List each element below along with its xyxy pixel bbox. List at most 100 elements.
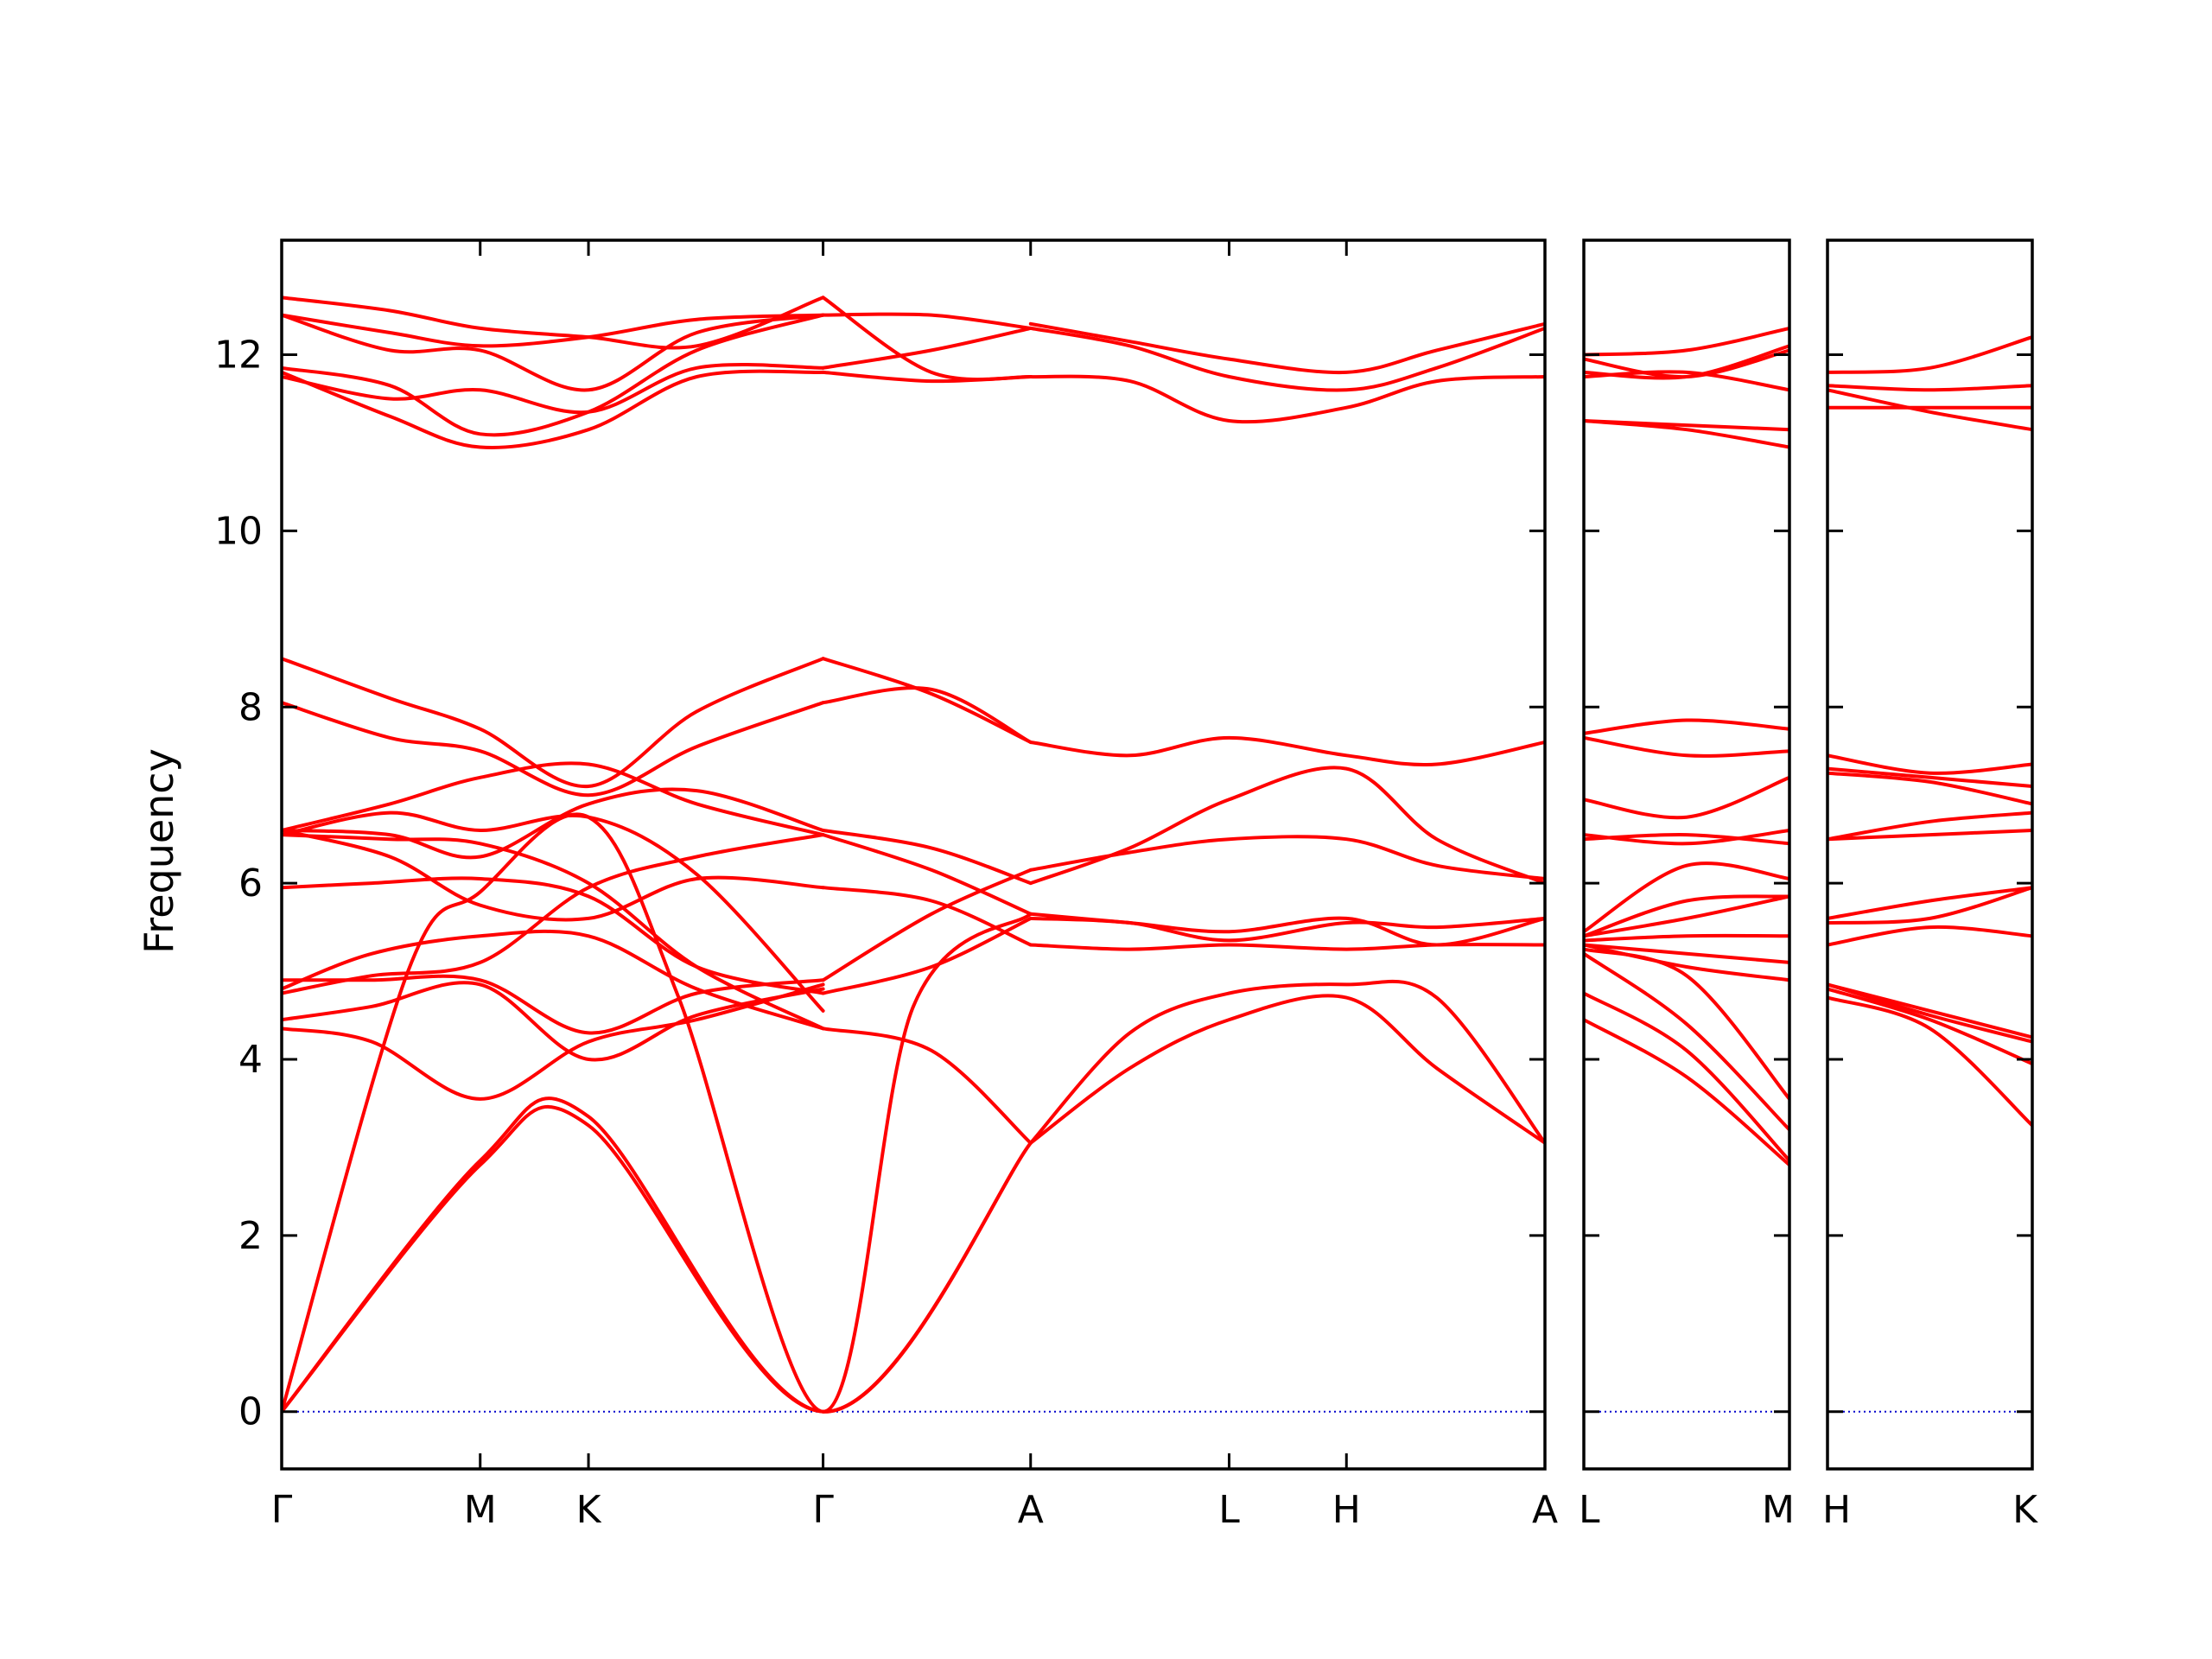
y-tick-label: 12 (214, 334, 263, 378)
y-tick-label: 10 (214, 509, 263, 553)
band-line (282, 313, 825, 437)
band-line (1584, 861, 1789, 934)
band-line (282, 833, 825, 995)
band-line (821, 657, 1033, 744)
band-line (282, 313, 825, 348)
y-tick-label: 8 (238, 685, 263, 729)
band-line (282, 876, 825, 995)
band-line (282, 761, 825, 837)
band-line (1827, 982, 2032, 1039)
x-tick-label: L (1218, 1488, 1240, 1532)
band-curves (1584, 326, 1789, 1167)
band-line (1827, 987, 2032, 1066)
band-line (282, 1104, 1033, 1414)
panel-frame (280, 238, 1547, 1471)
band-line (1584, 894, 1789, 938)
panel-1: 0 2 4 6 8 10 12 Γ M K Γ A L H A (214, 238, 1558, 1532)
band-line (282, 981, 825, 1062)
band-line (1827, 810, 2032, 842)
band-line (1584, 933, 1789, 943)
x-tick-label: L (1579, 1488, 1600, 1532)
y-tick-label: 2 (238, 1214, 263, 1258)
band-line (282, 787, 825, 860)
band-line (1584, 1018, 1789, 1167)
band-line (1028, 912, 1545, 947)
band-line (1584, 348, 1789, 379)
x-tick-label: Γ (812, 1488, 834, 1532)
band-curves (1827, 335, 2032, 1128)
band-line (282, 313, 825, 392)
band-line (1827, 995, 2032, 1128)
x-tick-label: M (464, 1488, 497, 1532)
band-line (1827, 771, 2032, 806)
band-line (1827, 753, 2032, 775)
band-line (1028, 766, 1545, 886)
band-line (282, 701, 825, 798)
band-line (1028, 321, 1545, 375)
band-line (1584, 718, 1789, 735)
band-line (1584, 326, 1789, 357)
band-line (1827, 766, 2032, 788)
band-line (282, 829, 825, 922)
band-line (1028, 994, 1545, 1145)
y-axis-title: Frequency (136, 748, 182, 954)
panel-frame (1826, 238, 2034, 1471)
x-tick-label: K (576, 1488, 602, 1532)
x-tick-label: K (2012, 1488, 2038, 1532)
band-line (282, 369, 825, 449)
band-line (1584, 419, 1789, 432)
band-line (1584, 943, 1789, 964)
band-line (821, 868, 1033, 982)
band-line (1584, 829, 1789, 846)
panel-frame (1582, 238, 1791, 1471)
band-line (821, 833, 1033, 916)
x-tick-label: Γ (271, 1488, 293, 1532)
band-line (1827, 335, 2032, 374)
band-line (1028, 835, 1545, 880)
band-line (1028, 374, 1545, 424)
x-tick-label: H (1332, 1488, 1361, 1532)
band-line (1827, 384, 2032, 392)
band-line (821, 886, 1033, 947)
y-tick-label: 4 (238, 1038, 263, 1082)
band-line (282, 657, 825, 789)
band-line (1584, 775, 1789, 820)
band-line (282, 363, 825, 415)
x-tick-label: A (1532, 1488, 1558, 1532)
band-line (282, 982, 825, 1101)
x-tick-label: H (1822, 1488, 1851, 1532)
band-line (1827, 388, 2032, 432)
band-line (821, 916, 1033, 995)
x-tick-label: M (1762, 1488, 1795, 1532)
band-line (1584, 894, 1789, 938)
band-line (1584, 951, 1789, 1132)
y-tick-label: 0 (238, 1390, 263, 1434)
band-line (821, 686, 1033, 744)
band-line (1584, 943, 1789, 982)
y-tick-label: 6 (238, 861, 263, 906)
band-line (821, 829, 1033, 886)
band-line (821, 326, 1033, 370)
band-line (1827, 886, 2032, 920)
band-line (282, 833, 825, 1031)
band-line (282, 812, 1033, 1414)
band-line (1028, 979, 1545, 1145)
band-line (282, 1096, 1033, 1414)
band-curves (282, 296, 1545, 1414)
band-line (1827, 886, 2032, 925)
band-line (1028, 943, 1545, 951)
band-line (821, 1027, 1033, 1145)
band-line (1827, 829, 2032, 842)
band-line (821, 296, 1033, 382)
band-line (1028, 326, 1545, 392)
band-line (282, 929, 825, 1031)
band-line (1028, 735, 1545, 766)
band-line (1584, 991, 1789, 1163)
band-line (282, 296, 825, 350)
band-line (1584, 735, 1789, 758)
x-tick-label: A (1018, 1488, 1044, 1532)
band-line (1827, 925, 2032, 947)
